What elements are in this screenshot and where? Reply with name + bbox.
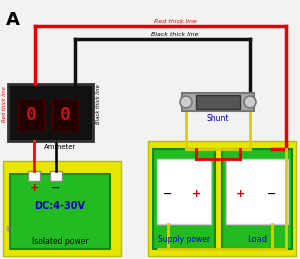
Text: 0: 0 [26,106,36,124]
Text: Shunt: Shunt [207,113,229,123]
Text: +: + [191,189,201,199]
Circle shape [244,96,256,108]
Text: −: − [51,183,61,193]
Text: +: + [29,183,39,193]
Bar [50,171,62,181]
Text: DC:4-30V: DC:4-30V [34,201,86,211]
Bar [157,159,211,224]
Text: −: − [163,189,173,199]
Bar [226,159,288,224]
Bar [52,99,78,131]
Text: A: A [6,11,20,29]
Text: Load: Load [247,234,267,243]
Bar [8,84,93,141]
Bar [196,95,240,109]
Text: +: + [236,189,244,199]
Text: Isolated power: Isolated power [32,238,88,247]
Text: Red thick line: Red thick line [154,18,196,24]
Text: ⊞: ⊞ [5,226,11,232]
Circle shape [180,96,192,108]
Text: −: − [267,189,277,199]
Bar [3,161,121,256]
Bar [10,174,110,249]
Bar [18,99,44,131]
Text: Black thick line: Black thick line [151,32,199,37]
Text: Supply power: Supply power [158,234,210,243]
Bar [153,149,215,249]
Bar [28,171,40,181]
Text: Black thick line: Black thick line [95,84,101,124]
Text: Ammeter: Ammeter [44,144,76,150]
Bar [148,141,296,256]
Bar [222,149,292,249]
Text: Red thick line: Red thick line [2,86,7,122]
Text: 0: 0 [60,106,70,124]
Bar [182,93,254,111]
